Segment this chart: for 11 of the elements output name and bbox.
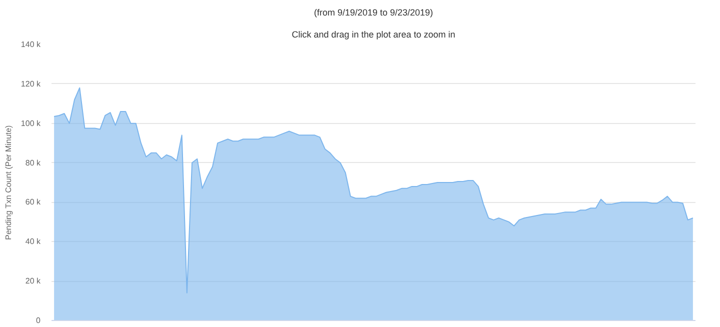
y-tick-label: 40 k [25, 237, 42, 246]
y-tick-label: 0 [36, 316, 42, 325]
y-tick-label: 20 k [25, 276, 42, 286]
y-tick-label: 140 k [20, 40, 42, 49]
text: Click and drag in the plot area to zoom in [292, 30, 456, 40]
y-axis-title: Pending Txn Count (Per Minute) [4, 124, 13, 240]
y-tick-label: 60 k [25, 198, 42, 207]
y-tick-label: 100 k [20, 118, 42, 128]
chart-subtitle: (from 9/19/2019 to 9/23/2019) [314, 8, 434, 18]
y-tick-label: 120 k [20, 79, 42, 88]
y-tick-label: 80 k [25, 158, 42, 168]
